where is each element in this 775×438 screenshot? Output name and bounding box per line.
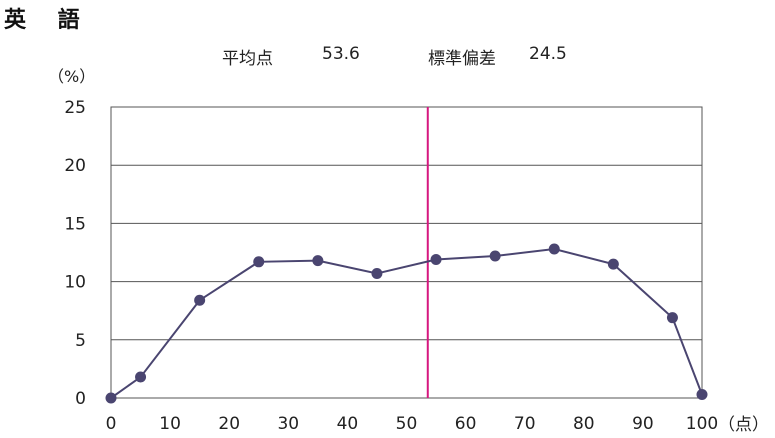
gridlines [111, 106, 702, 399]
y-tick-labels: 0 5 10 15 20 25 [64, 98, 86, 409]
x-tick-label: 80 [573, 414, 595, 434]
y-axis-unit-label: （%） [48, 67, 95, 86]
y-tick-label: 25 [64, 98, 86, 118]
data-point [312, 255, 324, 267]
x-tick-label: 100 [686, 414, 718, 434]
mean-label: 平均点 [222, 49, 273, 69]
x-tick-label: 10 [159, 414, 181, 434]
x-tick-label: 30 [277, 414, 299, 434]
y-tick-label: 5 [75, 331, 86, 351]
x-tick-label: 0 [106, 414, 117, 434]
x-axis-unit-label: （点） [718, 415, 769, 435]
x-tick-labels: 0 10 20 30 40 50 60 70 80 90 100 [106, 414, 719, 434]
data-point [194, 294, 206, 306]
plot-frame [110, 106, 703, 399]
x-tick-label: 60 [455, 414, 477, 434]
data-points [105, 243, 708, 404]
sd-label: 標準偏差 [428, 49, 496, 69]
y-tick-label: 0 [75, 389, 86, 409]
x-tick-label: 50 [396, 414, 418, 434]
sd-value: 24.5 [529, 44, 567, 64]
x-tick-label: 40 [337, 414, 359, 434]
data-point [430, 253, 442, 265]
series-line [110, 247, 703, 399]
y-tick-label: 20 [64, 156, 86, 176]
subject-title: 英 語 [4, 8, 92, 33]
data-point [666, 312, 678, 324]
data-point [607, 258, 619, 270]
x-tick-label: 90 [632, 414, 654, 434]
data-point [371, 267, 383, 279]
mean-value: 53.6 [322, 44, 360, 64]
data-point [105, 392, 117, 404]
x-tick-label: 70 [514, 414, 536, 434]
y-tick-label: 10 [64, 273, 86, 293]
x-tick-label: 20 [218, 414, 240, 434]
data-point [253, 256, 265, 268]
data-point [548, 243, 560, 255]
data-point [135, 371, 147, 383]
data-point [489, 250, 501, 262]
stats-bar: 平均点 53.6 標準偏差 24.5 [0, 44, 775, 69]
data-point [696, 389, 708, 401]
y-tick-label: 15 [64, 214, 86, 234]
